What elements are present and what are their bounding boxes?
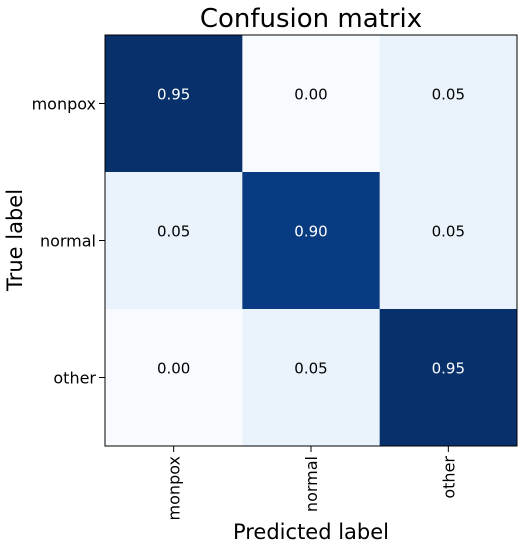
heatmap-cell-0-1	[242, 35, 381, 173]
y-axis-ticks: monpox normal other	[32, 95, 105, 388]
cell-value-label-1-2: 0.05	[432, 223, 465, 241]
y-tick-label-0: monpox	[32, 95, 96, 114]
y-tick-label-1: normal	[40, 232, 96, 251]
heatmap-cell-1-0	[105, 172, 243, 310]
x-tick-label-0: monpox	[165, 456, 184, 520]
heatmap-cell-2-1	[242, 309, 381, 447]
x-tick-label-2: other	[439, 456, 458, 499]
heatmap-cell-0-2	[379, 35, 518, 173]
cell-value-label-1-0: 0.05	[157, 223, 190, 241]
y-axis-label: True label	[3, 189, 27, 292]
heatmap-cell-labels: 0.95 0.00 0.05 0.05 0.90 0.05 0.00 0.05 0.95	[157, 86, 465, 378]
chart-title: Confusion matrix	[200, 4, 422, 34]
cell-value-label-2-2: 0.95	[432, 360, 465, 378]
x-tick-label-1: normal	[302, 456, 321, 512]
cell-value-label-2-0: 0.00	[157, 360, 190, 378]
heatmap-cell-2-2	[379, 309, 518, 447]
cell-value-label-0-0: 0.95	[157, 86, 190, 104]
y-tick-label-2: other	[53, 369, 96, 388]
heatmap-cell-0-0	[105, 35, 243, 173]
cell-value-label-2-1: 0.05	[294, 360, 327, 378]
heatmap-cell-1-1	[242, 172, 381, 310]
cell-value-label-1-1: 0.90	[294, 223, 327, 241]
heatmap-cell-2-0	[105, 309, 243, 447]
cell-value-label-0-2: 0.05	[432, 86, 465, 104]
x-axis-ticks: monpox normal other	[165, 446, 458, 520]
heatmap-cell-1-2	[379, 172, 518, 310]
x-axis-label: Predicted label	[233, 520, 389, 544]
heatmap-cells	[105, 35, 518, 447]
cell-value-label-0-1: 0.00	[294, 86, 327, 104]
